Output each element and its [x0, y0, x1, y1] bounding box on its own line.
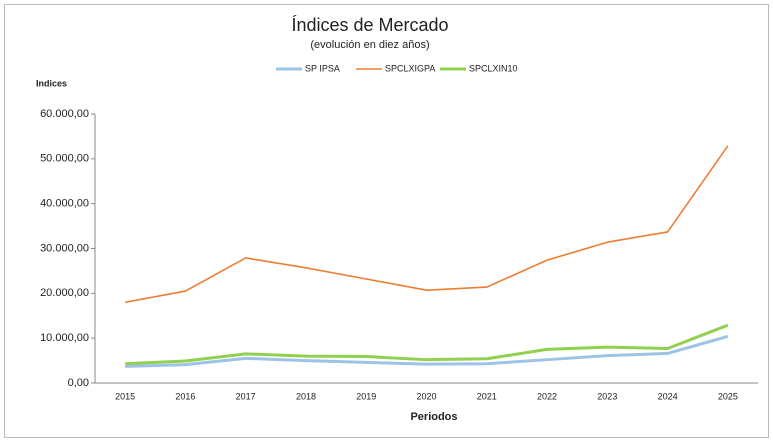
legend-label: SP IPSA: [305, 63, 340, 73]
y-tick-label: 60.000,00: [40, 108, 89, 120]
y-tick-label: 40.000,00: [40, 198, 89, 210]
x-tick-label: 2022: [537, 391, 557, 401]
data-line: [124, 145, 729, 304]
x-tick-label: 2016: [175, 391, 195, 401]
x-tick-label: 2015: [115, 391, 135, 401]
data-line: [125, 323, 729, 366]
y-axis-label: Indices: [36, 78, 67, 88]
chart-subtitle: (evolución en diez años): [310, 39, 429, 51]
y-tick-label: 20.000,00: [40, 287, 89, 299]
legend-label: SPCLXIGPA: [385, 63, 435, 73]
x-tick-label: 2024: [658, 391, 678, 401]
x-tick-label: 2020: [416, 391, 436, 401]
x-tick-label: 2025: [718, 391, 738, 401]
y-tick-label: 10.000,00: [40, 332, 89, 344]
x-tick-label: 2018: [296, 391, 316, 401]
x-tick-label: 2017: [236, 391, 256, 401]
y-tick-label: 50.000,00: [40, 153, 89, 165]
x-tick-label: 2021: [477, 391, 497, 401]
x-axis-label: Periodos: [410, 411, 457, 423]
data-line: [125, 334, 729, 368]
y-tick-label: 30.000,00: [40, 242, 89, 254]
y-tick-label: 0,00: [68, 377, 89, 389]
x-tick-label: 2023: [597, 391, 617, 401]
chart-title: Índices de Mercado: [291, 15, 448, 35]
x-tick-label: 2019: [356, 391, 376, 401]
legend-label: SPCLXIN10: [469, 63, 518, 73]
